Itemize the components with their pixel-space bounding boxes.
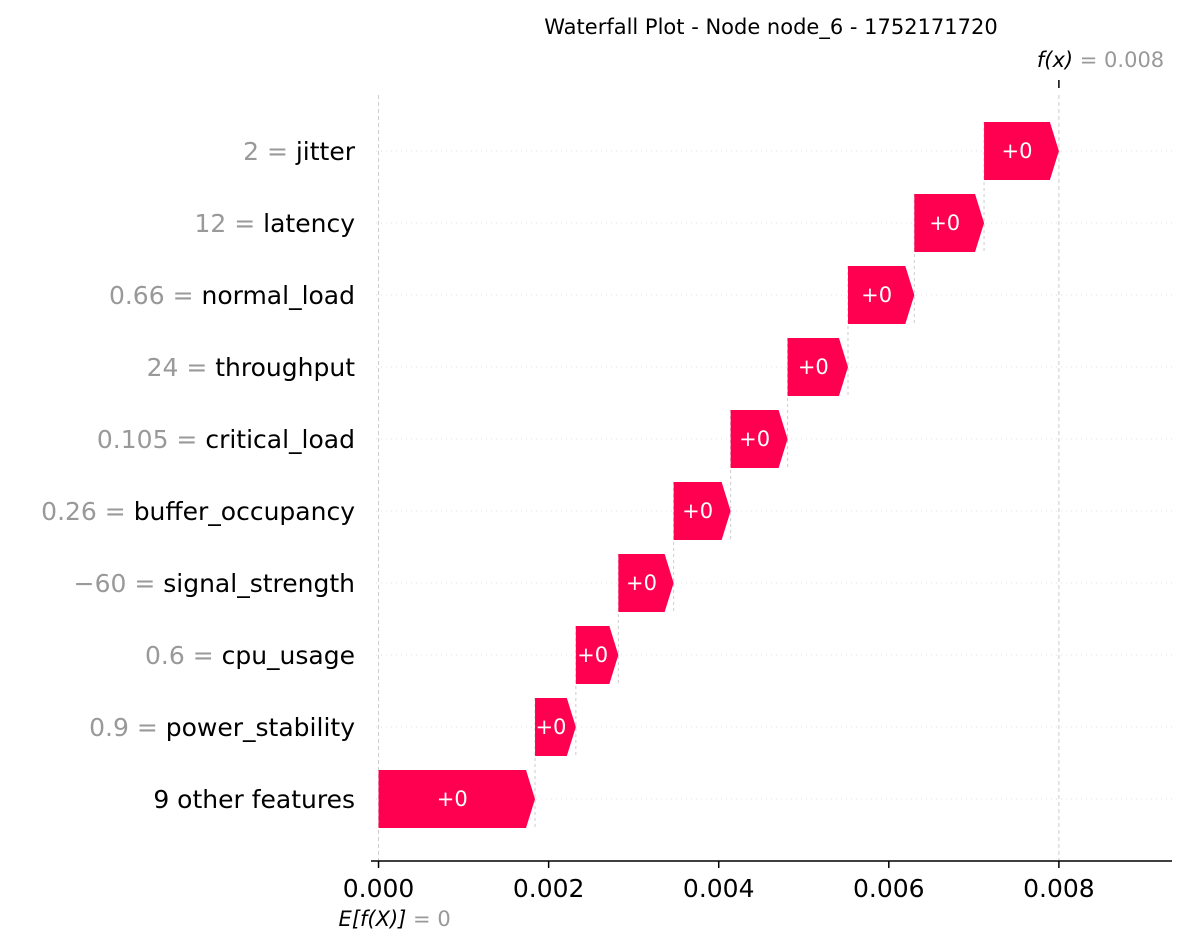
bars: +0 +0 +0 +0 +0 +0 +0 +0 +0 +0: [378, 122, 1059, 828]
feature-label: 0.9 = power_stability: [89, 713, 355, 742]
bar-value-label: +0: [682, 499, 713, 523]
bar-buffer_occupancy: [673, 482, 731, 540]
feature-label: 9 other features: [153, 785, 355, 814]
x-tick-label: 0.006: [853, 874, 925, 903]
bar-normal_load: [847, 266, 915, 324]
bar-value-label: +0: [929, 211, 960, 235]
feature-labels: 2 = jitter 12 = latency 0.66 = normal_load…: [41, 137, 356, 814]
feature-label: 12 = latency: [195, 209, 356, 238]
bar-value-label: +0: [626, 571, 657, 595]
bar-value-label: +0: [437, 787, 468, 811]
x-tick-label: 0.004: [683, 874, 755, 903]
feature-label: 0.66 = normal_load: [109, 281, 355, 310]
reference-lines: [378, 95, 1060, 861]
bar-jitter: [984, 122, 1059, 180]
bar-value-label: +0: [861, 283, 892, 307]
chart-title: Waterfall Plot - Node node_6 - 175217172…: [544, 15, 997, 40]
feature-label: 0.105 = critical_load: [97, 425, 355, 454]
bar-throughput: [787, 338, 848, 396]
annotations: f(x) = 0.008 E[f(X)] = 0: [339, 48, 1165, 931]
bar-value-label: +0: [739, 427, 770, 451]
feature-label: −60 = signal_strength: [74, 569, 355, 598]
grid-layer: [376, 150, 1172, 800]
bar-latency: [914, 194, 985, 252]
bar-value-label: +0: [798, 355, 829, 379]
feature-label: 0.26 = buffer_occupancy: [41, 497, 355, 526]
x-tick-label: 0.002: [513, 874, 585, 903]
bar-signal_strength: [618, 554, 674, 612]
x-tick-label: 0.008: [1023, 874, 1095, 903]
feature-label: 2 = jitter: [243, 137, 356, 166]
x-tick-label: 0.000: [343, 874, 415, 903]
feature-label: 24 = throughput: [147, 353, 356, 382]
bar-9-other-features: [378, 770, 536, 828]
bar-cpu_usage: [575, 626, 619, 684]
bar-value-label: +0: [1001, 139, 1032, 163]
bar-value-label: +0: [535, 715, 566, 739]
base-value-annotation: E[f(X)] = 0: [339, 907, 451, 931]
x-axis: 0.000 0.002 0.004 0.006 0.008: [343, 860, 1172, 903]
bar-critical_load: [730, 410, 788, 468]
bar-value-label: +0: [577, 643, 608, 667]
bar-power_stability: [535, 698, 576, 756]
feature-label: 0.6 = cpu_usage: [145, 641, 355, 670]
final-value-annotation: f(x) = 0.008: [1037, 48, 1164, 72]
